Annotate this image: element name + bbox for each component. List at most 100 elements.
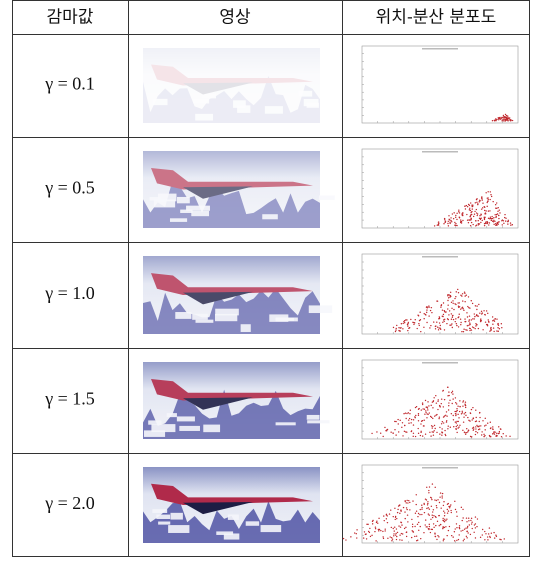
plot-dot xyxy=(471,329,472,330)
plot-dot xyxy=(435,487,436,488)
plot-dot xyxy=(420,431,421,432)
plot-dot xyxy=(430,435,431,436)
plot-dot xyxy=(507,120,508,121)
plot-dot xyxy=(463,310,464,311)
plot-dot xyxy=(364,531,365,532)
plot-dot xyxy=(469,319,470,320)
plot-dot xyxy=(427,407,428,408)
plot-dot xyxy=(399,539,400,540)
plot-dot xyxy=(475,220,476,221)
plot-dot xyxy=(439,496,440,497)
plot-dot xyxy=(470,520,471,521)
plot-dot xyxy=(458,417,459,418)
plot-dot xyxy=(455,217,456,218)
plot-dot xyxy=(439,433,440,434)
plot-dot xyxy=(487,324,488,325)
plot-dot xyxy=(421,421,422,422)
plot-dot xyxy=(482,207,483,208)
plot-dot xyxy=(418,522,419,523)
plot-dot xyxy=(421,505,422,506)
plot-dot xyxy=(468,296,469,297)
plot-dot xyxy=(409,502,410,503)
plot-dot xyxy=(400,526,401,527)
plot-dot xyxy=(442,421,443,422)
plot-dot xyxy=(478,429,479,430)
plot-dot xyxy=(459,400,460,401)
plot-dot xyxy=(455,413,456,414)
plot-dot xyxy=(499,432,500,433)
plot-dot xyxy=(393,535,394,536)
plot-dot xyxy=(401,524,402,525)
plot-dot xyxy=(458,426,459,427)
plot-dot xyxy=(485,533,486,534)
plot-dot xyxy=(426,309,427,310)
plot-dot xyxy=(476,305,477,306)
plot-dot xyxy=(399,330,400,331)
plot-dot xyxy=(493,532,494,533)
plot-dot xyxy=(475,537,476,538)
plot-dot xyxy=(376,522,377,523)
plot-dot xyxy=(491,533,492,534)
plot-dot xyxy=(434,532,435,533)
plot-dot xyxy=(482,220,483,221)
plot-dot xyxy=(432,511,433,512)
plot-dot xyxy=(429,486,430,487)
plot-dot xyxy=(469,420,470,421)
plot-dot xyxy=(494,537,495,538)
plot-dot xyxy=(423,420,424,421)
gamma-label: γ = 0.5 xyxy=(44,178,95,198)
plot-dot xyxy=(475,426,476,427)
plot-dot xyxy=(455,415,456,416)
plot-dot xyxy=(452,403,453,404)
plot-dot xyxy=(407,502,408,503)
plot-dot xyxy=(402,533,403,534)
plot-dot xyxy=(490,191,491,192)
gamma-label: γ = 1.5 xyxy=(44,389,95,409)
plot-dot xyxy=(443,416,444,417)
plot-dot xyxy=(491,216,492,217)
plot-dot xyxy=(449,507,450,508)
plot-dot xyxy=(455,402,456,403)
plot-dot xyxy=(443,511,444,512)
plot-dot xyxy=(397,419,398,420)
plot-dot xyxy=(444,399,445,400)
plot-dot xyxy=(470,212,471,213)
plot-dot xyxy=(476,199,477,200)
plot-dot xyxy=(466,432,467,433)
plot-dot xyxy=(496,214,497,215)
plot-dot xyxy=(442,322,443,323)
plot-dot xyxy=(486,310,487,311)
plot-dot xyxy=(441,434,442,435)
plot-dot xyxy=(382,536,383,537)
plot-dot xyxy=(467,325,468,326)
plot-dot xyxy=(510,120,511,121)
plot-dot xyxy=(492,433,493,434)
plot-dot xyxy=(418,530,419,531)
plot-dot xyxy=(480,425,481,426)
plot-dot xyxy=(437,326,438,327)
plot-dot xyxy=(472,318,473,319)
plot-dot xyxy=(466,536,467,537)
scatter-plot xyxy=(362,46,518,123)
plot-dot xyxy=(486,221,487,222)
plot-dot xyxy=(484,539,485,540)
plot-dot xyxy=(455,223,456,224)
plot-dot xyxy=(426,526,427,527)
plot-dot xyxy=(510,225,511,226)
plot-dot xyxy=(498,331,499,332)
plot-dot xyxy=(485,212,486,213)
plot-dot xyxy=(493,224,494,225)
plot-dot xyxy=(405,412,406,413)
plot-dot xyxy=(498,426,499,427)
plot-dot xyxy=(427,501,428,502)
plot-dot xyxy=(448,314,449,315)
plot-dot xyxy=(384,530,385,531)
plot-dot xyxy=(452,317,453,318)
plot-dot xyxy=(456,511,457,512)
plot-dot xyxy=(438,224,439,225)
plot-dot xyxy=(462,520,463,521)
plot-dot xyxy=(455,428,456,429)
plot-dot xyxy=(467,220,468,221)
plot-dot xyxy=(448,221,449,222)
plot-dot xyxy=(424,414,425,415)
